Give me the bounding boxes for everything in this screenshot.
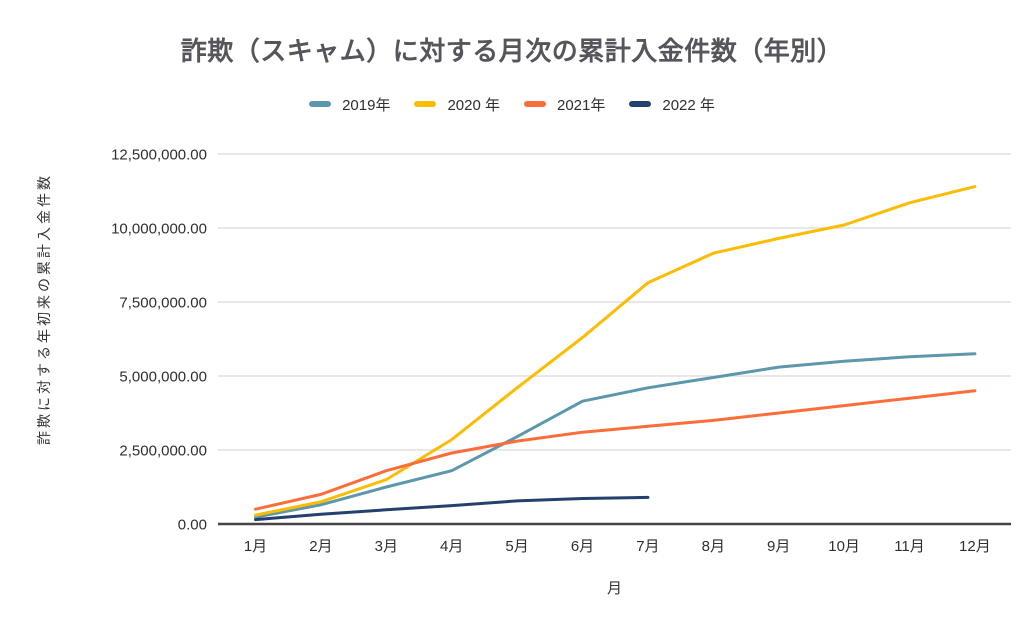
chart-legend: 2019年 2020 年 2021年 2022 年 <box>0 93 1024 115</box>
x-tick-label: 12月 <box>959 538 991 555</box>
legend-label: 2020 年 <box>447 96 500 114</box>
legend-item-2020[interactable]: 2020 年 <box>414 94 500 115</box>
x-tick-label: 8月 <box>702 538 725 555</box>
series-line-2021[interactable] <box>254 389 977 511</box>
x-tick-label: 6月 <box>571 538 594 555</box>
x-axis-title: 月 <box>606 580 622 597</box>
x-tick-label: 1月 <box>244 538 267 555</box>
legend-label: 2022 年 <box>662 96 715 114</box>
x-tick-label: 11月 <box>894 538 925 555</box>
x-tick-label: 5月 <box>505 538 528 555</box>
y-tick-label: 10,000,000.00 <box>111 221 207 238</box>
x-tick-label: 10月 <box>828 538 860 555</box>
y-tick-label: 7,500,000.00 <box>119 295 207 312</box>
legend-label: 2019年 <box>342 96 391 114</box>
legend-swatch-2021 <box>524 101 546 107</box>
y-tick-label: 0.00 <box>178 517 207 534</box>
legend-swatch-2022 <box>629 101 652 107</box>
legend-item-2022[interactable]: 2022 年 <box>629 94 715 115</box>
series-line-2019[interactable] <box>254 352 977 519</box>
y-tick-label: 5,000,000.00 <box>119 369 207 386</box>
legend-swatch-2019 <box>309 101 332 107</box>
legend-label: 2021年 <box>557 96 606 114</box>
series-line-2020[interactable] <box>254 185 977 517</box>
x-tick-label: 7月 <box>636 538 659 555</box>
legend-item-2019[interactable]: 2019年 <box>309 94 390 115</box>
series-line-2022[interactable] <box>254 495 650 522</box>
y-tick-label: 2,500,000.00 <box>119 443 207 460</box>
x-tick-label: 9月 <box>767 538 790 555</box>
y-tick-label: 12,500,000.00 <box>111 147 207 164</box>
legend-item-2021[interactable]: 2021年 <box>524 94 605 115</box>
x-tick-label: 3月 <box>375 538 398 555</box>
legend-swatch-2020 <box>414 101 437 107</box>
chart-title: 詐欺（スキャム）に対する月次の累計入金件数（年別） <box>180 36 844 66</box>
x-tick-label: 2月 <box>309 538 332 555</box>
x-tick-label: 4月 <box>440 538 463 555</box>
